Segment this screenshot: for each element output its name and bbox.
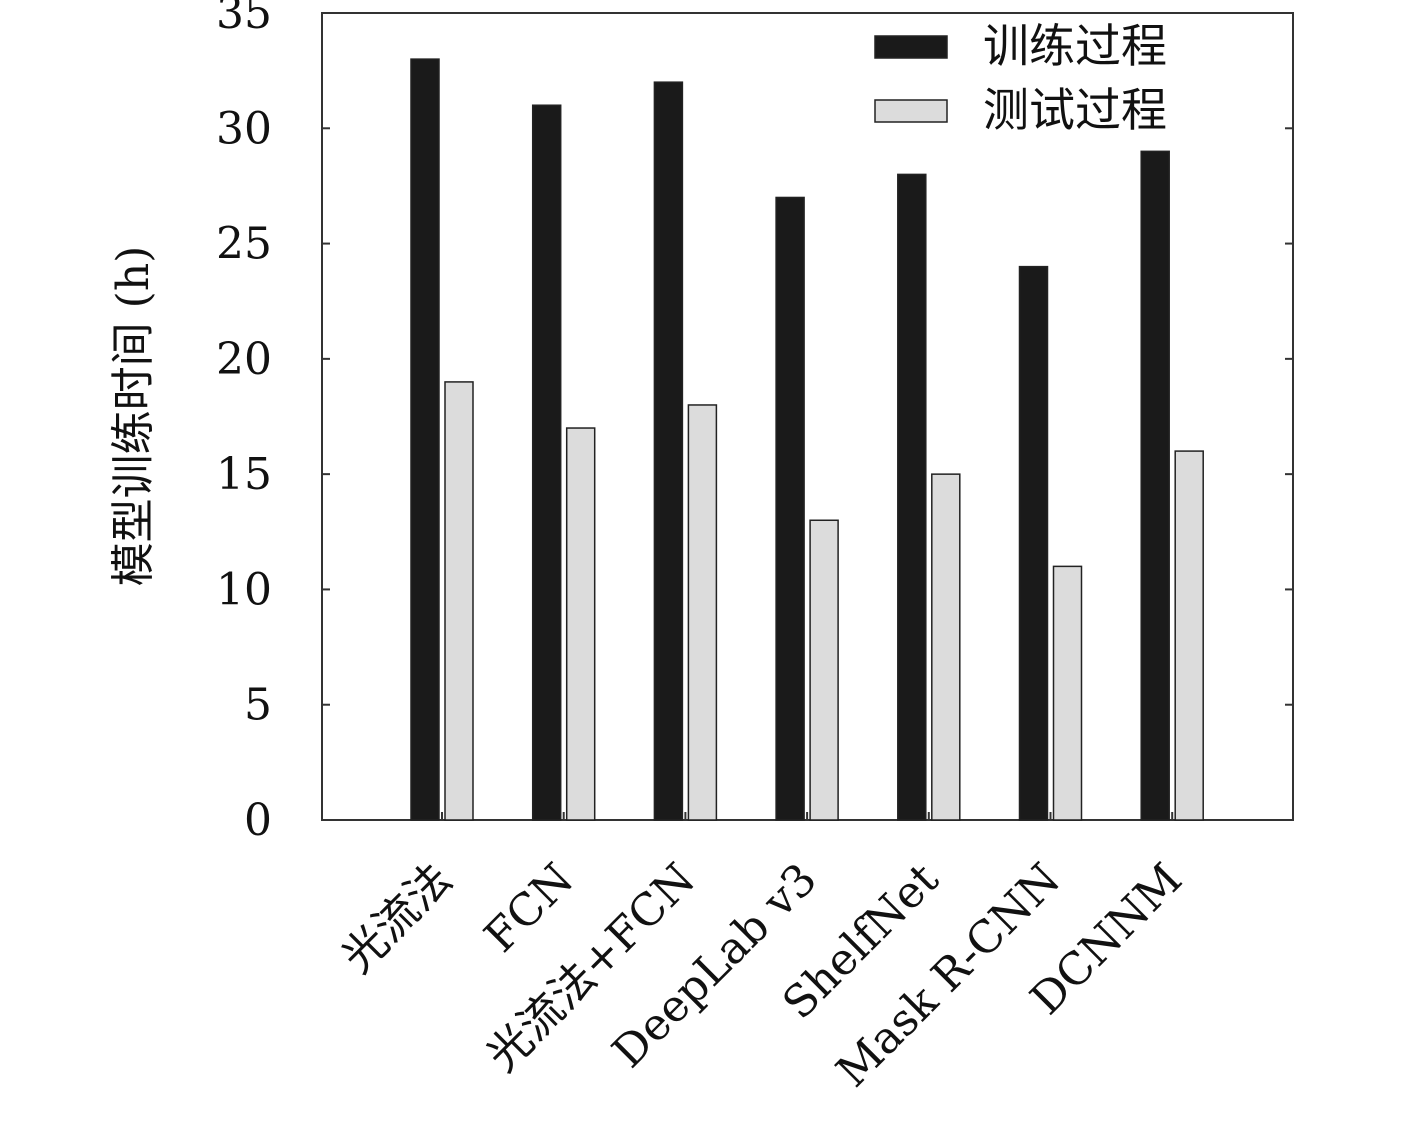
bar-test xyxy=(565,427,596,821)
legend-label: 测试过程 xyxy=(983,83,1167,137)
bar-train xyxy=(897,173,927,821)
y-tick-label: 25 xyxy=(216,219,272,270)
x-category-label: FCN xyxy=(475,854,584,963)
bar-train xyxy=(410,58,440,821)
bar-test xyxy=(1174,450,1204,821)
y-tick-label: 5 xyxy=(244,680,272,731)
bar-train xyxy=(653,81,684,821)
y-axis: 0 5 10 15 20 25 30 35 xyxy=(216,0,1293,846)
bar-test xyxy=(809,519,839,821)
bar-train xyxy=(531,104,562,821)
y-axis-title: 模型训练时间 (h) xyxy=(108,246,159,587)
bar-test xyxy=(687,404,718,821)
bar-train xyxy=(775,196,805,821)
legend-swatch xyxy=(874,99,948,123)
bar-test xyxy=(931,473,961,821)
bars xyxy=(410,58,1204,821)
legend-label: 训练过程 xyxy=(983,19,1167,73)
bar-test xyxy=(1052,565,1083,821)
x-category-label: 光流法+FCN xyxy=(477,854,705,1082)
y-tick-label: 0 xyxy=(244,795,272,846)
bar-train xyxy=(1018,265,1049,821)
y-tick-label: 30 xyxy=(216,103,272,154)
y-tick-label: 15 xyxy=(216,449,272,500)
y-tick-label: 35 xyxy=(216,0,272,39)
legend-swatch xyxy=(874,35,948,59)
bar-train xyxy=(1140,150,1170,821)
x-category-label: 光流法 xyxy=(332,854,461,983)
y-tick-label: 20 xyxy=(216,334,272,385)
y-tick-label: 10 xyxy=(216,564,272,615)
bar-test xyxy=(444,381,474,821)
